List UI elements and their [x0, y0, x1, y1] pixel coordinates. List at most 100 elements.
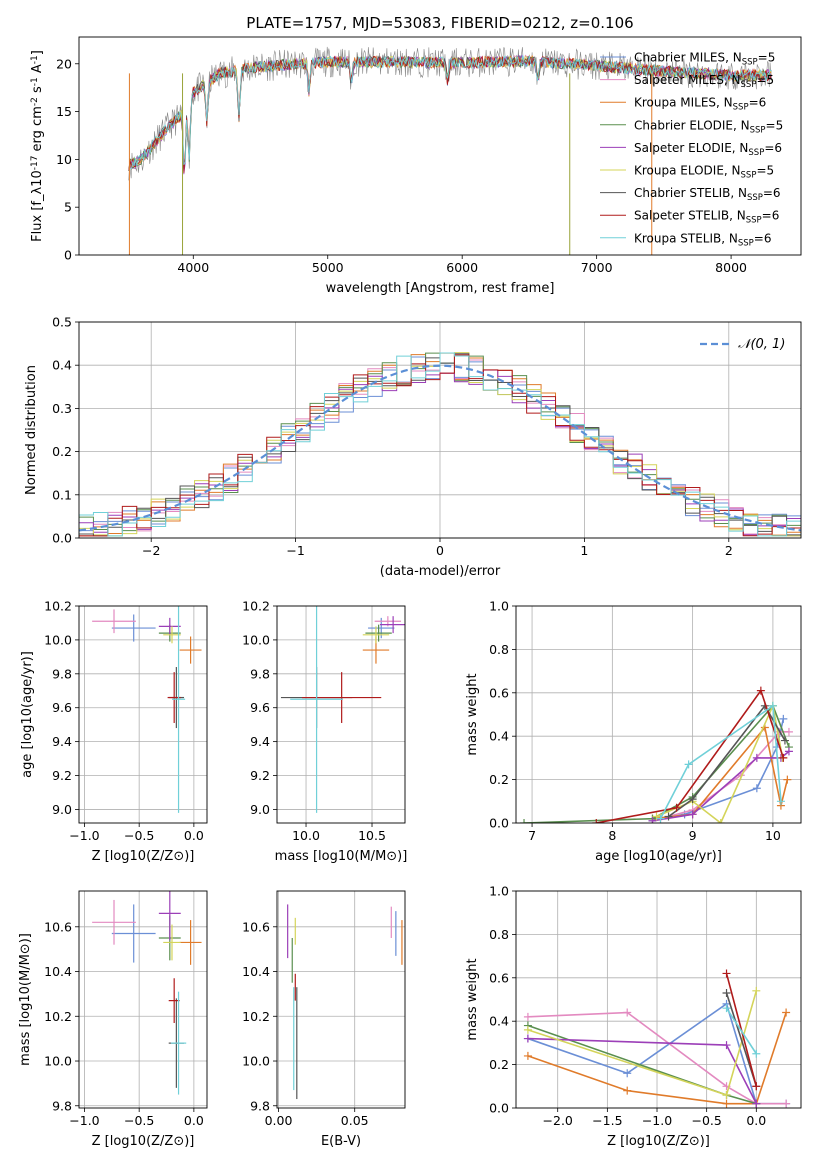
errorbar-point: [171, 606, 186, 813]
mass-weight-vs-metallicity-panel: −2.0 −1.5 −1.0 −0.5 0.0 0.0 0.2 0.4 0.6 0.8 1.0 Z […: [465, 884, 802, 1149]
x-tick-label: 4000: [177, 260, 209, 275]
errorbar-point: [158, 617, 181, 635]
weight-marker: [779, 753, 788, 762]
mass-vs-metallicity-panel: −1.0 −0.5 0.0 9.8 10.0 10.2 10.4 10.6 Z [log10(Z…: [18, 890, 208, 1149]
x-tick-label: 8000: [715, 260, 747, 275]
weight-marker: [784, 727, 793, 736]
weight-marker: [623, 1086, 632, 1095]
legend-label: Kroupa STELIB, NSSP=6: [634, 231, 772, 248]
y-tick-label: 9.4: [250, 734, 270, 749]
y-tick-label: 0: [64, 248, 72, 263]
mass-weight-vs-age-panel: 7 8 9 10 0.0 0.2 0.4 0.6 0.8 1.0 age [log10(age/yr…: [465, 599, 802, 864]
y-axis-label: Normed distribution: [24, 365, 39, 495]
weight-marker: [722, 1090, 731, 1099]
y-axis-label: mass weight: [465, 673, 480, 755]
y-tick-label: 9.8: [250, 1098, 270, 1113]
y-tick-label: 10.4: [242, 964, 270, 979]
age-vs-metallicity-panel: −1.0 −0.5 0.0 9.0 9.2 9.4 9.6 9.8 10.0 10.2 Z [log…: [20, 599, 208, 864]
errorbar-point: [290, 606, 343, 813]
mass-vs-metallicity-marks: [92, 891, 202, 1095]
y-tick-label: 9.2: [250, 768, 270, 783]
x-tick-label: 0.0: [746, 1113, 766, 1128]
legend-label: Chabrier ELODIE, NSSP=5: [634, 118, 783, 135]
weight-line: [725, 1007, 757, 1055]
normal-legend-label: 𝒩(0, 1): [738, 337, 785, 352]
x-axis-label: wavelength [Angstrom, rest frame]: [326, 281, 555, 296]
weight-marker: [523, 1012, 532, 1021]
weight-marker: [688, 795, 697, 804]
errorbar-point: [168, 978, 180, 1023]
residual-histogram-panel: −2 −1 0 1 2 0.0 0.1 0.2 0.3 0.4 0.5 (data-model)/er…: [24, 315, 802, 579]
y-tick-label: 0.0: [489, 1101, 509, 1116]
weight-marker: [664, 812, 673, 821]
y-tick-label: 0.8: [489, 642, 509, 657]
y-tick-label: 0.3: [52, 401, 72, 416]
y-tick-label: 0.4: [52, 358, 72, 373]
y-tick-label: 20: [56, 56, 72, 71]
x-tick-label: −1.5: [592, 1113, 622, 1128]
weight-marker: [656, 814, 665, 823]
x-axis-label: Z [log10(Z/Z⊙)]: [607, 1134, 710, 1149]
x-tick-label: −1.0: [69, 828, 99, 843]
x-axis-label: age [log10(age/yr)]: [595, 849, 722, 864]
weight-marker: [782, 1008, 791, 1017]
errorbar-point: [362, 626, 390, 644]
weight-marker: [780, 736, 789, 745]
legend-label: Chabrier MILES, NSSP=5: [634, 51, 775, 68]
errorbar-point: [163, 924, 181, 961]
x-tick-label: −1: [286, 543, 304, 558]
errorbar-point: [365, 624, 392, 642]
x-tick-label: 7000: [581, 260, 613, 275]
weight-line: [596, 688, 785, 823]
age-vs-mass-panel: 10.0 10.5 9.0 9.2 9.4 9.6 9.8 10.0 10.2 mass [log…: [242, 599, 407, 865]
weight-marker: [752, 1082, 761, 1091]
axes-frame: [78, 890, 208, 1109]
y-tick-label: 9.2: [52, 768, 72, 783]
normal-curve: [79, 364, 801, 532]
weight-marker: [722, 1099, 731, 1108]
weight-marker: [722, 969, 731, 978]
x-tick-label: 0.0: [184, 1113, 204, 1128]
histogram-step: [79, 354, 801, 537]
y-tick-label: 10.0: [242, 632, 270, 647]
axes-frame: [78, 36, 802, 256]
x-tick-label: 10.5: [358, 828, 386, 843]
weight-marker: [592, 819, 601, 823]
legend: Chabrier MILES, NSSP=5 Salpeter MILES, NS…: [600, 51, 783, 248]
x-tick-label: −0.5: [124, 1113, 154, 1128]
y-tick-label: 9.0: [52, 802, 72, 817]
y-tick-label: 1.0: [489, 599, 509, 614]
y-tick-label: 0.2: [52, 444, 72, 459]
x-tick-label: 0.0: [184, 828, 204, 843]
x-tick-label: 0: [436, 543, 444, 558]
y-tick-label: 9.6: [52, 700, 72, 715]
x-tick-label: 10: [765, 828, 781, 843]
weight-marker: [684, 760, 693, 769]
weight-marker: [752, 1049, 761, 1058]
spectrum-panel: 4000 5000 6000 7000 8000 0 5 10 15 20 wavelength […: [30, 36, 802, 296]
weight-marker: [523, 1034, 532, 1043]
x-tick-label: −1.0: [642, 1113, 672, 1128]
y-tick-label: 9.8: [250, 666, 270, 681]
y-tick-label: 9.8: [52, 666, 72, 681]
weight-marker: [722, 988, 731, 997]
errorbar-point: [302, 672, 382, 723]
errorbar-point: [92, 899, 136, 945]
weight-marker: [648, 816, 657, 823]
y-tick-label: 1.0: [489, 884, 509, 899]
spectrum-marks: [128, 46, 772, 255]
x-tick-label: −2: [142, 543, 160, 558]
weight-line: [659, 704, 782, 820]
y-tick-label: 0.8: [489, 927, 509, 942]
x-tick-label: 9: [689, 828, 697, 843]
x-tick-label: 6000: [446, 260, 478, 275]
y-tick-label: 5: [64, 200, 72, 215]
x-tick-label: −1.0: [69, 1113, 99, 1128]
x-axis-label: E(B-V): [321, 1134, 361, 1149]
spectrum-model-line: [128, 55, 772, 172]
mass-vs-ebv-marks: [287, 904, 403, 1100]
weight-marker: [784, 747, 793, 756]
y-tick-label: 0.6: [489, 970, 509, 985]
